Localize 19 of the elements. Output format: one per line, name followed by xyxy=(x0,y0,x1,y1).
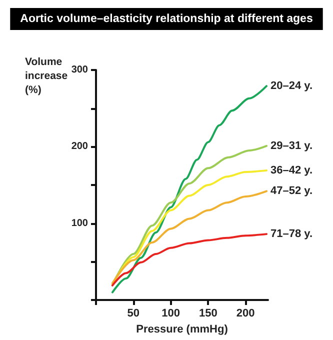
line-series xyxy=(111,169,268,286)
series-label: 36–42 y. xyxy=(270,164,313,176)
chart-title: Aortic volume–elasticity relationship at different ages xyxy=(20,13,313,25)
y-tick-label: 200 xyxy=(71,141,88,152)
x-axis-title: Pressure (mmHg) xyxy=(136,323,228,336)
line-series xyxy=(111,233,268,286)
line-series xyxy=(111,85,268,294)
series-label: 29–31 y. xyxy=(270,140,313,152)
x-tick-label: 150 xyxy=(198,308,218,320)
series-label: 71–78 y. xyxy=(270,228,313,240)
series-label: 47–52 y. xyxy=(270,185,313,198)
x-tick-label: 100 xyxy=(162,308,180,320)
x-tick-label: 50 xyxy=(127,308,140,320)
series-label: 20–24 y. xyxy=(270,80,313,92)
y-tick-label: 100 xyxy=(71,218,88,229)
line-series xyxy=(111,190,268,284)
y-axis-title: Volume increase (%) xyxy=(25,56,71,96)
y-tick-label: 300 xyxy=(71,64,88,76)
x-tick-label: 200 xyxy=(236,308,255,320)
